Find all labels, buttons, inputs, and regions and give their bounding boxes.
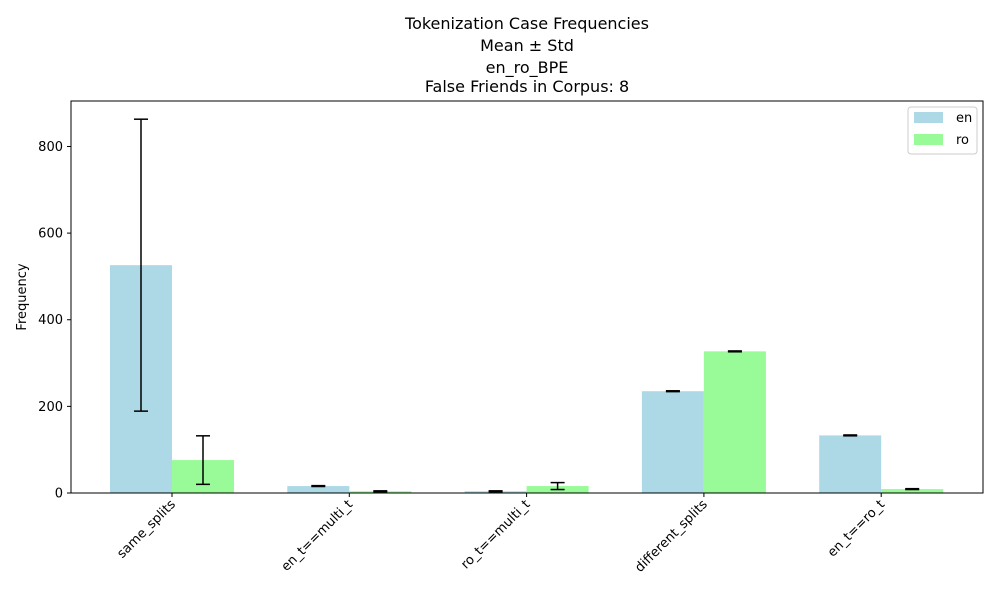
x-tick-label: same_splits [114,497,179,562]
chart-title-line-1: Tokenization Case Frequencies [404,14,649,33]
bar-ro-different_splits [703,351,766,493]
x-axis: same_splits en_t==multi_t ro_t==multi_t dif… [114,493,888,576]
legend-swatch-ro [914,134,943,145]
chart-title-line-3: en_ro_BPE [486,58,569,78]
error-bar-ro-ro_t==multi_t [550,481,565,491]
chart-title-line-2: Mean ± Std [480,36,574,55]
error-bar-ro-en_t==ro_t [905,487,920,491]
error-bar-en-ro_t==multi_t [488,490,503,493]
y-tick-label: 200 [38,400,63,415]
y-tick-label: 800 [38,140,63,155]
x-tick-label: different_splits [632,497,711,576]
plot-area-frame [70,100,984,494]
chart-title-line-4: False Friends in Corpus: 8 [425,77,629,96]
legend-label-en: en [956,111,972,126]
legend: en ro [907,106,978,155]
error-bar-en-en_t==ro_t [843,434,858,437]
legend-swatch-en [914,112,943,123]
x-tick-label: ro_t==multi_t [458,497,533,572]
x-tick-label: en_t==ro_t [825,497,888,560]
error-bar-en-en_t==multi_t [311,484,326,488]
bar-en-different_splits [641,391,704,493]
legend-label-ro: ro [956,133,969,148]
y-tick-label: 400 [38,313,63,328]
bar-en-en_t==ro_t [819,435,882,493]
error-bar-en-same_splits [134,118,148,412]
bar-en-en_t==multi_t [287,486,350,493]
chart-title: Tokenization Case Frequencies Mean ± Std… [404,14,649,96]
error-bar-ro-en_t==multi_t [373,490,388,493]
x-tick-label: en_t==multi_t [279,497,356,574]
bar-ro-en_t==ro_t [881,489,944,493]
error-bar-en-different_splits [665,390,680,393]
error-bar-ro-different_splits [727,350,742,353]
bars-layer [110,265,944,493]
y-axis-label: Frequency [15,263,30,330]
y-tick-label: 0 [55,487,63,502]
error-bars-layer [134,118,920,493]
y-axis: 0 200 400 600 800 [38,140,71,502]
y-tick-label: 600 [38,227,63,242]
error-bar-ro-same_splits [196,435,210,486]
